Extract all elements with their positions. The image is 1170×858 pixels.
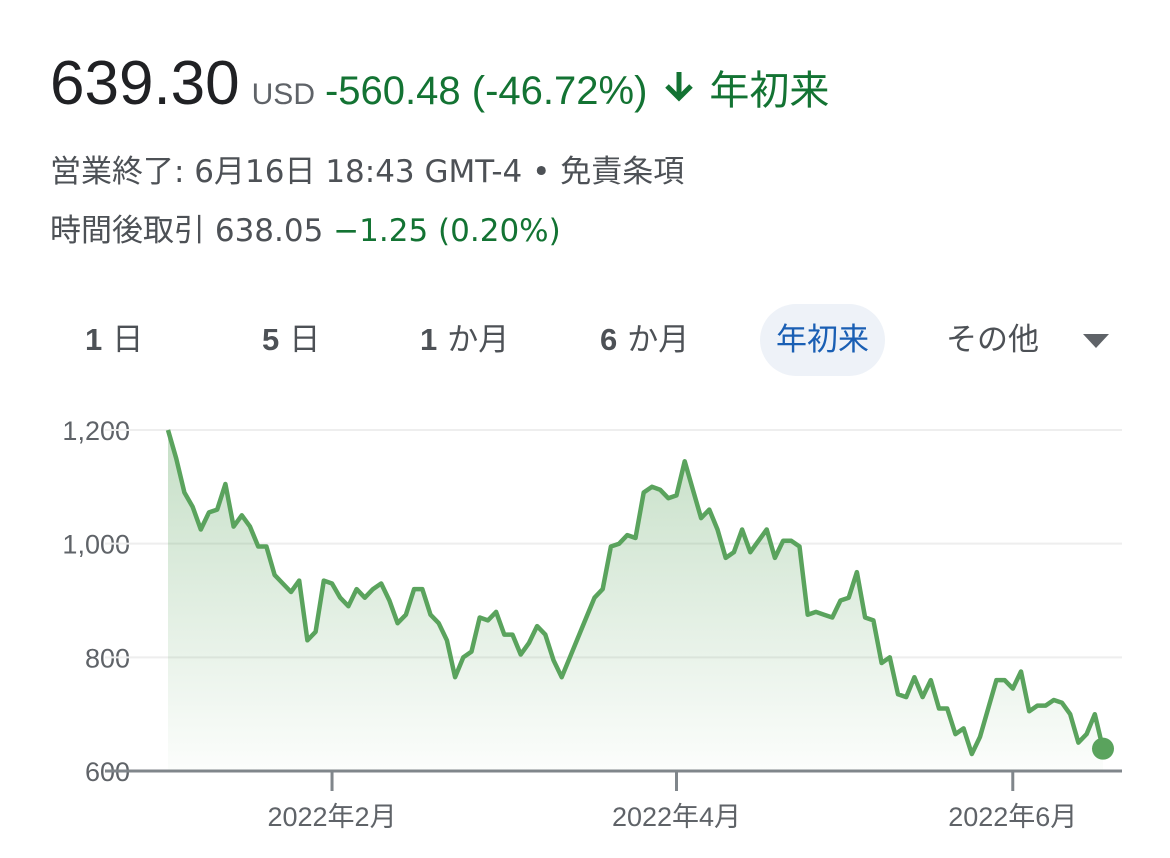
after-hours-price: 638.05 [214,213,324,249]
currency: USD [251,78,315,111]
range-tabs: 1 日 5 日 1 か月 6 か月 年初来 その他 [0,304,1170,376]
status: 営業終了: 6月16日 18:43 GMT-4 [50,154,523,190]
price-line [165,429,1106,757]
tab-number: 6 [600,322,618,357]
disclaimer[interactable]: 免責条項 [560,154,685,190]
dropdown-arrow[interactable] [1081,331,1111,351]
down-arrow [665,72,694,102]
tab-label: 年初来 [776,322,869,358]
tab-number: 5 [262,322,280,357]
after-hours-line: 時間後取引 638.05 −1.25 (0.20%) [50,205,561,250]
separator: • [532,154,551,190]
price: 639.30 [50,49,240,118]
x-tick-label: 2022年4月 [612,802,741,832]
period: 年初来 [709,68,830,114]
tab-label: 日 [289,322,321,358]
tab-number: 1 [420,322,438,357]
after-hours-label: 時間後取引 [50,213,205,249]
x-tick-label: 2022年6月 [948,802,1077,832]
change: -560.48 (-46.72%) [324,69,648,113]
status-line: 営業終了: 6月16日 18:43 GMT-4 • 免責条項 [50,146,684,191]
tab-number: 1 [85,322,103,357]
range-tab[interactable]: 6 か月 [600,304,689,376]
after-hours-change: −1.25 (0.20%) [333,213,561,249]
range-tab[interactable]: 年初来 [760,304,885,376]
range-tab[interactable]: 1 か月 [420,304,509,376]
quote-line: 639.30 USD -560.48 (-46.72%) 年初来 [50,48,829,119]
tab-label: その他 [946,322,1039,358]
x-tick-label: 2022年2月 [267,802,396,832]
last-point [1092,737,1114,760]
tab-label: か月 [627,322,690,358]
tab-label: 日 [112,322,144,358]
area-fill [168,430,1103,771]
range-tab[interactable]: その他 [946,304,1039,376]
tab-label: か月 [447,322,510,358]
